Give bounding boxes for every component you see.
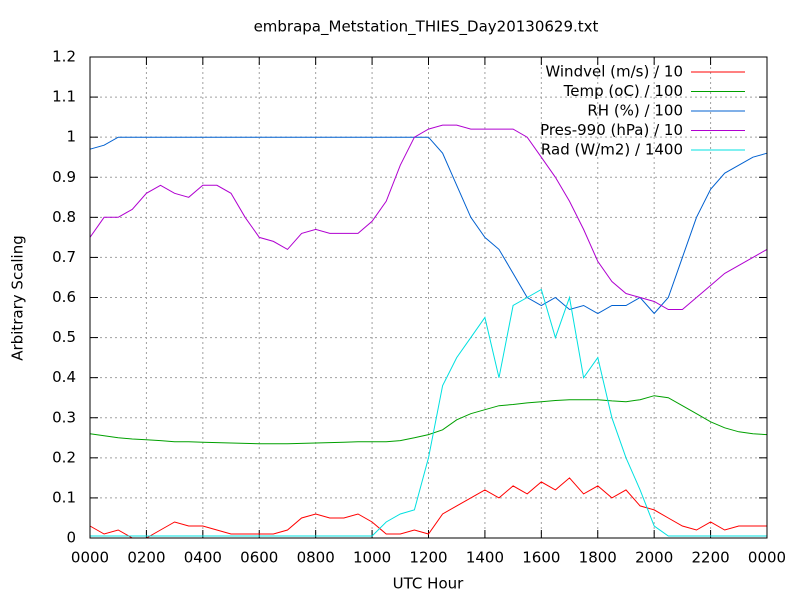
series-line — [89, 136, 768, 315]
legend-label: RH (%) / 100 — [587, 102, 683, 120]
y-tick-label: 0.8 — [52, 208, 76, 226]
x-tick-label: 1200 — [409, 549, 447, 567]
legend-label: Pres-990 (hPa) / 10 — [540, 121, 683, 139]
series-line — [89, 395, 768, 445]
y-tick-label: 0.6 — [52, 288, 76, 306]
x-tick-label: 0600 — [240, 549, 278, 567]
x-tick-label: 2200 — [691, 549, 729, 567]
y-tick-label: 0.2 — [52, 448, 76, 466]
chart-title: embrapa_Metstation_THIES_Day20130629.txt — [254, 18, 599, 37]
legend-label: Temp (oC) / 100 — [563, 82, 683, 100]
y-tick-label: 0.1 — [52, 488, 76, 506]
x-tick-label: 0400 — [184, 549, 222, 567]
y-tick-label: 1.2 — [52, 48, 76, 66]
y-tick-label: 1.1 — [52, 88, 76, 106]
legend-label: Windvel (m/s) / 10 — [545, 63, 683, 81]
x-tick-label: 1600 — [522, 549, 560, 567]
y-tick-label: 0 — [66, 529, 76, 547]
series-line — [90, 288, 767, 537]
series-line — [89, 477, 767, 539]
y-tick-label: 0.3 — [52, 408, 76, 426]
plot-frame — [89, 56, 768, 539]
x-axis-label: UTC Hour — [393, 575, 464, 593]
y-tick-label: 0.7 — [52, 248, 76, 266]
x-tick-label: 0000 — [71, 549, 109, 567]
series-line — [89, 124, 768, 310]
y-tick-label: 0.9 — [52, 168, 76, 186]
x-tick-label: 2000 — [635, 549, 673, 567]
x-tick-label: 1000 — [353, 549, 391, 567]
x-tick-label: 1400 — [466, 549, 504, 567]
y-tick-label: 0.4 — [52, 368, 76, 386]
x-tick-label: 0800 — [297, 549, 335, 567]
y-tick-label: 0.5 — [52, 328, 76, 346]
legend-label: Rad (W/m2) / 1400 — [541, 141, 683, 159]
y-axis-label: Arbitrary Scaling — [9, 235, 27, 361]
x-tick-label: 0000 — [748, 549, 786, 567]
x-tick-label: 0200 — [127, 549, 165, 567]
x-tick-label: 1800 — [579, 549, 617, 567]
y-tick-label: 1 — [66, 128, 76, 146]
